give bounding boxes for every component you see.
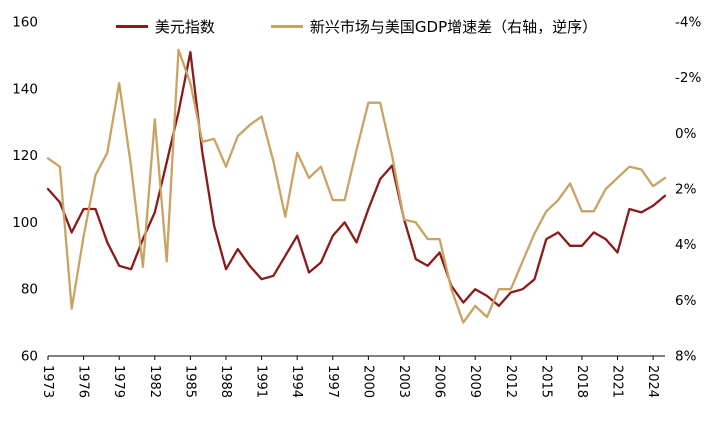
y-axis-left-label: 120 xyxy=(12,148,38,164)
x-axis-label: 1994 xyxy=(289,365,304,398)
y-axis-right-label: -4% xyxy=(675,15,701,31)
legend-label-gdp-gap: 新兴市场与美国GDP增速差（右轴，逆序） xyxy=(309,18,598,36)
x-axis-label: 2006 xyxy=(432,365,447,398)
x-axis-label: 2024 xyxy=(645,365,660,398)
x-axis-label: 1976 xyxy=(76,365,91,398)
y-axis-right-label: 8% xyxy=(675,349,697,365)
x-axis-label: 1982 xyxy=(147,365,162,398)
legend: 美元指数 新兴市场与美国GDP增速差（右轴，逆序） xyxy=(48,16,665,37)
x-axis-label: 2021 xyxy=(610,365,625,398)
y-axis-right-label: 0% xyxy=(675,126,697,142)
usd-index-line-swatch xyxy=(115,25,148,28)
y-axis-right-label: -2% xyxy=(675,70,701,86)
y-axis-right-label: 4% xyxy=(675,237,697,253)
x-axis-label: 1997 xyxy=(325,365,340,398)
y-axis-left-label: 80 xyxy=(21,282,38,298)
legend-item-gdp-gap: 新兴市场与美国GDP增速差（右轴，逆序） xyxy=(270,16,598,37)
y-axis-right-label: 6% xyxy=(675,293,697,309)
x-axis-label: 2015 xyxy=(538,365,553,398)
x-axis-label: 2000 xyxy=(360,365,375,398)
x-axis-label: 1973 xyxy=(40,365,55,398)
y-axis-right-label: 2% xyxy=(675,182,697,198)
legend-item-usd-index: 美元指数 xyxy=(115,16,215,37)
x-axis-label: 2009 xyxy=(467,365,482,398)
series-line-gdp-gap xyxy=(46,48,667,324)
gdp-gap-line-swatch xyxy=(270,25,303,28)
x-axis-label: 2003 xyxy=(396,365,411,398)
y-axis-left-label: 160 xyxy=(12,15,38,31)
x-axis-label: 1988 xyxy=(218,365,233,398)
x-axis-label: 1979 xyxy=(111,365,126,398)
y-axis-left-label: 60 xyxy=(21,349,38,365)
legend-label-usd-index: 美元指数 xyxy=(154,18,215,36)
x-axis-label: 2012 xyxy=(503,365,518,398)
x-axis-label: 2018 xyxy=(574,365,589,398)
y-axis-left-label: 100 xyxy=(12,215,38,231)
x-axis-label: 1985 xyxy=(182,365,197,398)
y-axis-left-label: 140 xyxy=(12,81,38,97)
series-line-usd-index xyxy=(46,50,667,308)
x-axis-label: 1991 xyxy=(254,365,269,398)
